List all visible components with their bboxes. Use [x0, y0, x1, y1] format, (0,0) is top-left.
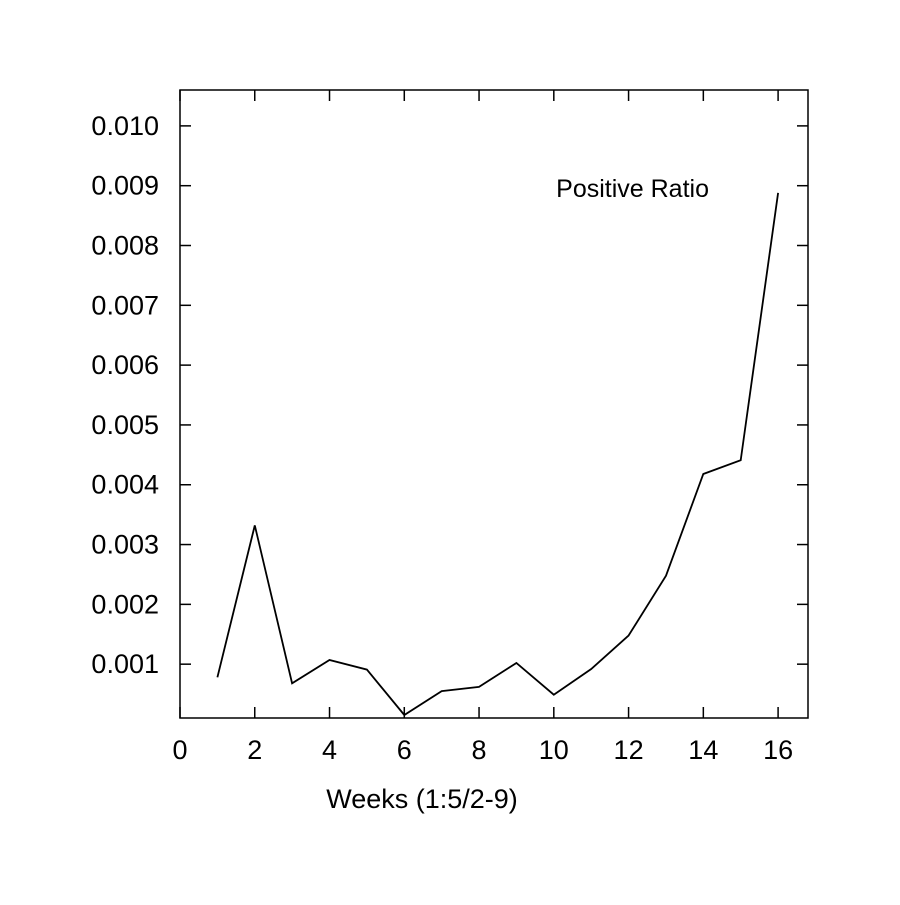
x-axis: 0 2 4 6 8 10 12 14 16	[172, 90, 793, 765]
x-tick-label: 8	[472, 735, 487, 765]
y-axis: 0.001 0.002 0.003 0.004 0.005 0.006 0.007 0.008…	[91, 111, 808, 679]
y-tick-label: 0.010	[91, 111, 159, 141]
y-tick-label: 0.001	[91, 649, 159, 679]
y-tick-label: 0.004	[91, 470, 159, 500]
y-tick-label: 0.006	[91, 350, 159, 380]
x-tick-label: 0	[172, 735, 187, 765]
plot-frame	[179, 89, 809, 719]
x-tick-label: 14	[688, 735, 718, 765]
series-line-positive-ratio	[216, 192, 779, 717]
y-tick-label: 0.009	[91, 171, 159, 201]
y-tick-label: 0.002	[91, 589, 159, 619]
y-tick-label: 0.003	[91, 530, 159, 560]
y-tick-label: 0.005	[91, 410, 159, 440]
x-axis-label: Weeks (1:5/2-9)	[326, 784, 518, 814]
x-tick-label: 10	[539, 735, 569, 765]
x-tick-label: 4	[322, 735, 337, 765]
x-tick-label: 16	[763, 735, 793, 765]
series-layer	[216, 192, 779, 717]
y-tick-label: 0.007	[91, 290, 159, 320]
x-tick-label: 6	[397, 735, 412, 765]
x-tick-label: 2	[247, 735, 262, 765]
legend-label-positive-ratio: Positive Ratio	[556, 175, 709, 203]
x-tick-label: 12	[614, 735, 644, 765]
y-tick-label: 0.008	[91, 231, 159, 261]
